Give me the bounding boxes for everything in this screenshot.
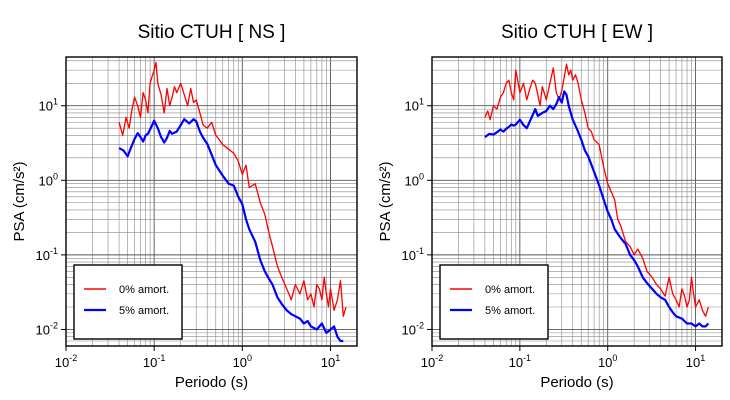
legend-box bbox=[73, 264, 183, 340]
chart-panel-1: 10-2 10-1 100 101 10-2 10-1 100 101 Sitio CTUH [… bbox=[11, 22, 358, 391]
legend-label: 5% amort. bbox=[119, 305, 169, 317]
legend-label: 0% amort. bbox=[119, 284, 169, 296]
x-axis-label: Periodo (s) bbox=[540, 374, 613, 391]
series-line-0-amort- bbox=[484, 63, 710, 317]
plot-frame bbox=[431, 56, 723, 347]
legend: 0% amort. 5% amort. bbox=[439, 264, 549, 340]
x-tick-label: 100 bbox=[598, 353, 617, 370]
y-axis-label: PSA (cm/s²) bbox=[377, 161, 394, 241]
legend-label: 0% amort. bbox=[485, 284, 535, 296]
series-line-5-amort- bbox=[484, 90, 710, 328]
y-tick-label: 10-2 bbox=[402, 320, 424, 337]
chart-title: Sitio CTUH [ EW ] bbox=[501, 22, 653, 43]
y-tick-label: 101 bbox=[39, 97, 58, 114]
x-tick-label: 10-1 bbox=[509, 353, 531, 370]
legend: 0% amort. 5% amort. bbox=[73, 264, 183, 340]
y-tick-label: 101 bbox=[405, 97, 424, 114]
x-tick-label: 10-2 bbox=[55, 353, 77, 370]
y-tick-label: 100 bbox=[39, 171, 58, 188]
chart-panel-2: 10-2 10-1 100 101 10-2 10-1 100 101 Sitio CTUH [… bbox=[377, 22, 723, 391]
plot-frame bbox=[65, 56, 358, 347]
y-tick-label: 100 bbox=[405, 171, 424, 188]
x-tick-label: 101 bbox=[686, 353, 705, 370]
y-tick-label: 10-1 bbox=[36, 246, 58, 263]
x-tick-label: 10-2 bbox=[421, 353, 443, 370]
series-line-5-amort- bbox=[118, 118, 344, 343]
legend-box bbox=[439, 264, 549, 340]
x-tick-label: 10-1 bbox=[143, 353, 165, 370]
x-axis-label: Periodo (s) bbox=[175, 374, 248, 391]
x-tick-label: 100 bbox=[233, 353, 252, 370]
chart-title: Sitio CTUH [ NS ] bbox=[138, 22, 286, 43]
legend-label: 5% amort. bbox=[485, 305, 535, 317]
y-axis-label: PSA (cm/s²) bbox=[11, 161, 28, 241]
y-tick-label: 10-2 bbox=[36, 320, 58, 337]
series-line-0-amort- bbox=[118, 61, 347, 317]
x-tick-label: 101 bbox=[321, 353, 340, 370]
y-tick-label: 10-1 bbox=[402, 246, 424, 263]
grid bbox=[65, 57, 358, 347]
